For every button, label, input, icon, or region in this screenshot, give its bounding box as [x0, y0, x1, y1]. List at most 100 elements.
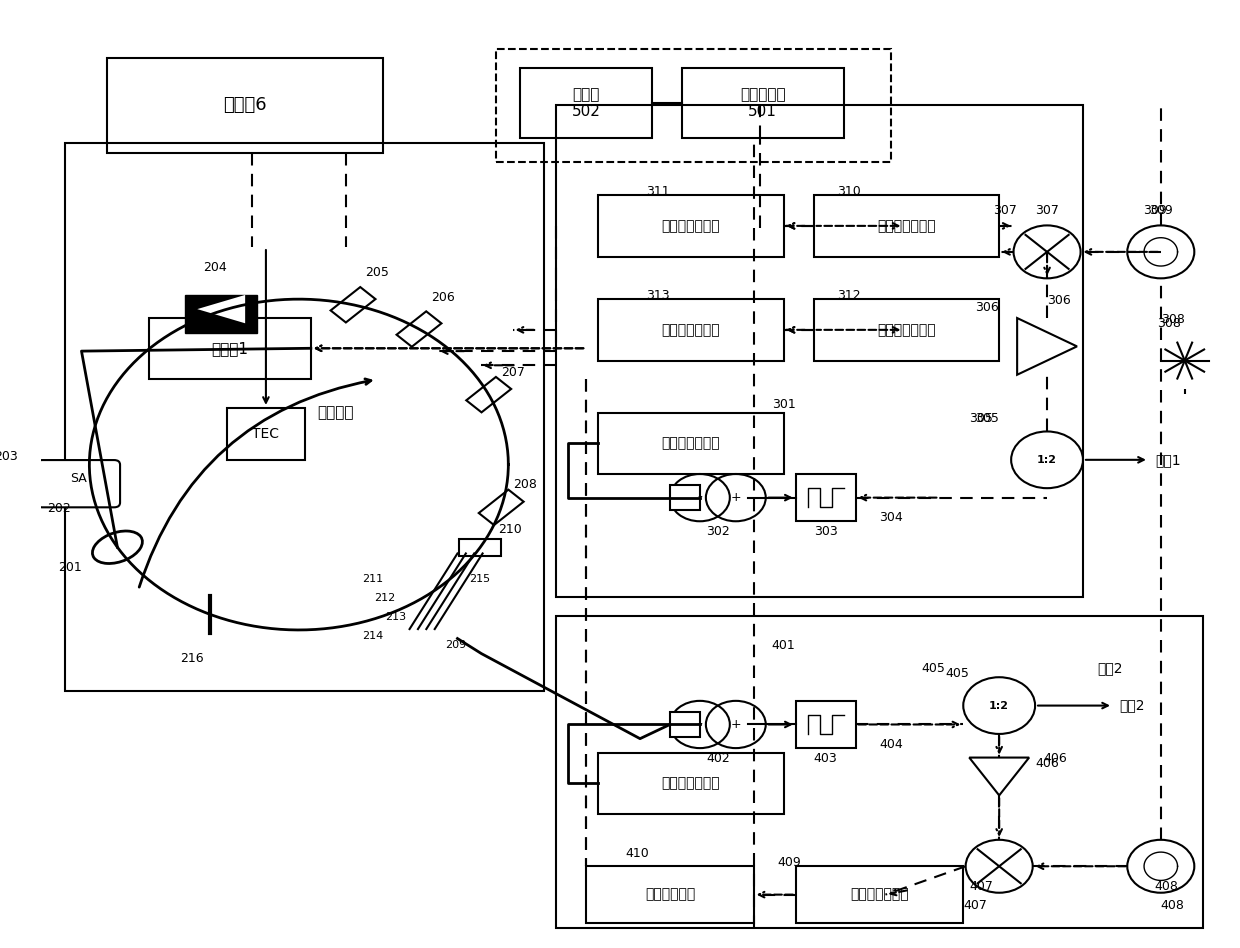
Text: 311: 311	[646, 185, 670, 198]
Bar	[496, 48, 892, 162]
Text: 209: 209	[445, 640, 466, 650]
Text: 泵浦源1: 泵浦源1	[212, 341, 248, 356]
Text: 406: 406	[1044, 753, 1068, 765]
Bar	[185, 295, 257, 333]
Polygon shape	[466, 377, 511, 412]
Text: 1:2: 1:2	[1037, 455, 1056, 465]
Text: 211: 211	[362, 574, 383, 584]
Text: 306: 306	[1047, 294, 1071, 307]
Text: 208: 208	[513, 479, 537, 491]
Bar	[813, 300, 999, 360]
Bar	[670, 712, 699, 737]
Text: 408: 408	[1161, 899, 1184, 912]
Text: 407: 407	[963, 899, 987, 912]
Text: 第一比例积分器: 第一比例积分器	[877, 219, 936, 233]
Bar	[557, 616, 1203, 928]
Text: -: -	[697, 718, 702, 732]
Text: 泵浦源驱动器: 泵浦源驱动器	[645, 887, 696, 902]
Bar	[557, 105, 1083, 597]
Text: 第三比例积分器: 第三比例积分器	[851, 887, 909, 902]
Text: 214: 214	[362, 630, 383, 641]
Text: +: +	[730, 491, 742, 504]
Bar	[587, 866, 754, 923]
Text: 410: 410	[626, 847, 650, 860]
Text: 监视1: 监视1	[1154, 453, 1180, 466]
Text: 第二比例积分器: 第二比例积分器	[877, 323, 936, 337]
Text: 313: 313	[646, 289, 670, 302]
Text: 306: 306	[976, 301, 999, 315]
Text: 实验应用: 实验应用	[316, 406, 353, 420]
Text: 308: 308	[1157, 318, 1182, 331]
Text: 216: 216	[181, 651, 205, 665]
Bar	[598, 195, 784, 257]
Text: 309: 309	[1143, 204, 1167, 217]
Text: +: +	[730, 718, 742, 731]
Bar	[796, 474, 856, 521]
Text: 206: 206	[432, 291, 455, 303]
Text: SA: SA	[69, 472, 87, 485]
Bar	[66, 143, 544, 691]
Bar	[796, 866, 963, 923]
Text: 304: 304	[879, 511, 903, 524]
Text: 301: 301	[771, 398, 796, 410]
Bar	[598, 412, 784, 474]
Text: 405: 405	[921, 663, 945, 676]
Text: 302: 302	[706, 525, 729, 538]
Text: 202: 202	[47, 501, 71, 515]
Text: 201: 201	[57, 561, 82, 574]
Text: 402: 402	[706, 753, 729, 765]
Text: 303: 303	[813, 525, 837, 538]
Text: TEC: TEC	[253, 427, 279, 441]
Text: 第二参考激光器: 第二参考激光器	[662, 776, 720, 791]
FancyBboxPatch shape	[36, 460, 120, 507]
Text: -: -	[697, 491, 702, 504]
Text: 406: 406	[1035, 757, 1059, 770]
Text: 第二高压驱动器: 第二高压驱动器	[662, 323, 720, 337]
Text: 温控器6: 温控器6	[223, 97, 267, 115]
Text: 308: 308	[1161, 313, 1184, 326]
Text: 307: 307	[1035, 204, 1059, 217]
Text: 212: 212	[373, 592, 394, 603]
Text: 计算机
502: 计算机 502	[572, 87, 600, 119]
Bar	[227, 408, 305, 460]
Text: 数据采集卡
501: 数据采集卡 501	[740, 87, 786, 119]
Text: 407: 407	[970, 880, 993, 893]
Text: 409: 409	[777, 856, 801, 869]
Bar	[149, 318, 311, 379]
Text: 205: 205	[365, 266, 389, 280]
Bar	[796, 701, 856, 748]
Text: 204: 204	[203, 262, 227, 274]
Text: 404: 404	[879, 738, 903, 751]
Bar	[108, 58, 383, 153]
Text: 第一高压驱动器: 第一高压驱动器	[662, 219, 720, 233]
Text: 203: 203	[0, 450, 19, 463]
Polygon shape	[479, 490, 523, 525]
Text: 215: 215	[470, 574, 491, 584]
Bar	[813, 195, 999, 257]
Text: 监视2: 监视2	[1097, 662, 1123, 676]
Bar	[521, 67, 652, 138]
Polygon shape	[397, 311, 441, 347]
Text: 210: 210	[498, 523, 522, 536]
Text: 401: 401	[771, 639, 796, 652]
Polygon shape	[459, 538, 501, 556]
Text: 405: 405	[945, 667, 970, 681]
Bar	[598, 753, 784, 814]
Text: 403: 403	[813, 753, 837, 765]
Bar	[670, 485, 699, 510]
Text: 监视2: 监视2	[1118, 699, 1145, 713]
Text: 310: 310	[837, 185, 862, 198]
Text: 408: 408	[1154, 880, 1179, 893]
Text: 213: 213	[386, 611, 407, 622]
Text: 1:2: 1:2	[990, 701, 1009, 711]
Text: 307: 307	[993, 204, 1017, 217]
Text: 207: 207	[501, 366, 525, 379]
Text: 305: 305	[976, 412, 999, 425]
Text: 第一参考激光器: 第一参考激光器	[662, 436, 720, 450]
Polygon shape	[197, 295, 246, 323]
Bar	[682, 67, 843, 138]
Polygon shape	[331, 287, 376, 322]
Text: 312: 312	[837, 289, 862, 302]
Text: 309: 309	[1149, 204, 1173, 217]
Text: 305: 305	[970, 412, 993, 425]
